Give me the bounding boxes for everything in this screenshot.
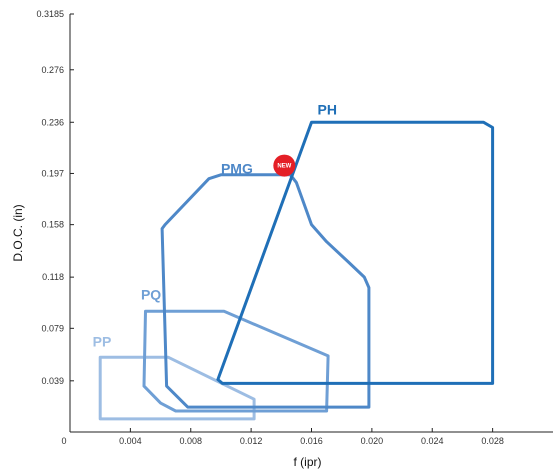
x-tick-label: 0.028 bbox=[481, 436, 504, 446]
y-tick-label: 0.3185 bbox=[36, 9, 64, 19]
y-tick-label: 0.118 bbox=[42, 272, 64, 282]
region-label-pp: PP bbox=[93, 334, 112, 350]
x-tick-label: 0.012 bbox=[240, 436, 263, 446]
labels-layer: PP PQ PMG NEW PH bbox=[93, 101, 337, 349]
x-tick-label: 0.020 bbox=[361, 436, 384, 446]
new-badge-icon bbox=[273, 154, 296, 177]
x-tick-label: 0.008 bbox=[179, 436, 202, 446]
new-badge-text: NEW bbox=[277, 164, 291, 170]
region-pp bbox=[98, 355, 256, 421]
axes-layer: 0 0.004 0.008 0.012 0.016 0.020 0.024 0.028 0.03… bbox=[36, 9, 553, 446]
x-tick-label: 0.004 bbox=[119, 436, 142, 446]
region-label-pmg: PMG bbox=[221, 160, 253, 176]
region-ph bbox=[216, 120, 495, 385]
y-tick-label: 0.158 bbox=[41, 220, 64, 230]
region-label-pq: PQ bbox=[141, 286, 161, 302]
y-tick-label: 0.197 bbox=[41, 168, 64, 178]
regions-layer bbox=[98, 120, 495, 421]
x-tick-label: 0.016 bbox=[300, 436, 323, 446]
region-label-ph: PH bbox=[318, 101, 337, 117]
y-tick-label: 0.079 bbox=[41, 323, 64, 333]
x-tick-label: 0 bbox=[61, 436, 66, 446]
y-axis-title: D.O.C. (in) bbox=[11, 204, 25, 261]
region-pmg bbox=[160, 173, 371, 409]
y-tick-label: 0.276 bbox=[41, 65, 64, 75]
x-tick-label: 0.024 bbox=[421, 436, 444, 446]
x-axis-title: f (ipr) bbox=[294, 455, 322, 469]
y-tick-label: 0.236 bbox=[41, 117, 64, 127]
y-tick-label: 0.039 bbox=[41, 376, 64, 386]
